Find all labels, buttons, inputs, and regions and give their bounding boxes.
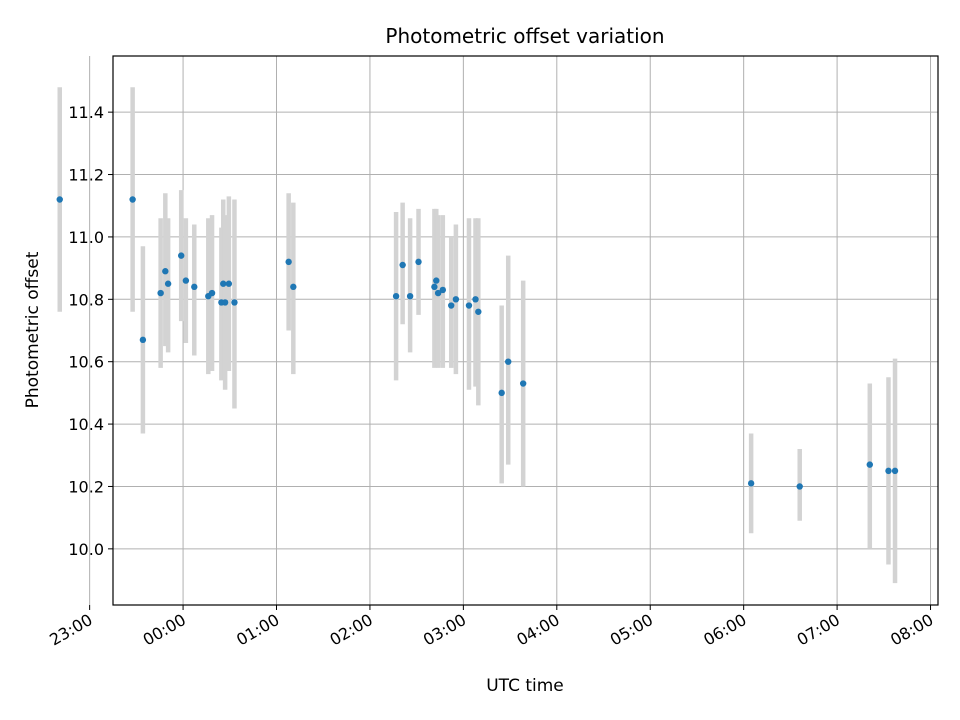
data-point	[891, 467, 899, 475]
data-point	[406, 292, 414, 300]
data-point	[399, 261, 406, 269]
data-point	[225, 280, 233, 287]
data-point	[439, 286, 447, 294]
data-point	[415, 258, 422, 266]
data-point	[208, 289, 216, 297]
y-tick-label: 10.2	[68, 477, 104, 496]
data-point	[505, 358, 512, 365]
data-point	[465, 302, 473, 309]
data-point	[885, 467, 892, 475]
data-point	[56, 196, 63, 203]
data-point	[178, 252, 185, 259]
data-point	[747, 480, 755, 487]
y-axis-label: Photometric offset	[23, 251, 43, 408]
data-points	[56, 196, 899, 490]
chart-title: Photometric offset variation	[385, 24, 664, 48]
data-point	[452, 296, 460, 303]
y-axis-ticks: 10.0 10.2 10.4 10.6 10.8 11.0 11.2 11.4	[68, 103, 113, 559]
y-tick-label: 10.6	[68, 353, 104, 372]
data-point	[182, 277, 190, 284]
data-point	[290, 283, 297, 291]
data-point	[191, 283, 198, 291]
data-point	[221, 299, 229, 306]
data-point	[519, 380, 527, 387]
data-point	[866, 461, 873, 468]
y-tick-label: 10.8	[68, 290, 104, 309]
y-tick-label: 11.2	[68, 166, 104, 185]
data-point	[448, 302, 455, 309]
y-tick-label: 10.4	[68, 415, 104, 434]
data-point	[231, 299, 238, 306]
data-point	[475, 308, 482, 315]
grid-lines	[89, 56, 938, 605]
data-point	[157, 289, 164, 297]
data-point	[433, 277, 440, 284]
data-point	[129, 196, 136, 203]
data-point	[285, 258, 292, 266]
x-axis-label: UTC time	[486, 676, 564, 696]
data-point	[139, 336, 147, 344]
data-point	[472, 296, 479, 303]
plot-frame	[112, 55, 939, 606]
data-point	[164, 280, 172, 287]
y-tick-label: 10.0	[68, 540, 104, 559]
data-point	[220, 280, 227, 287]
data-point	[434, 289, 442, 297]
data-point	[392, 292, 400, 300]
y-tick-label: 11.0	[68, 228, 104, 247]
data-point	[431, 283, 438, 291]
data-point	[796, 483, 803, 490]
data-point	[162, 268, 169, 275]
data-point	[498, 389, 505, 397]
y-tick-label: 11.4	[68, 103, 104, 122]
